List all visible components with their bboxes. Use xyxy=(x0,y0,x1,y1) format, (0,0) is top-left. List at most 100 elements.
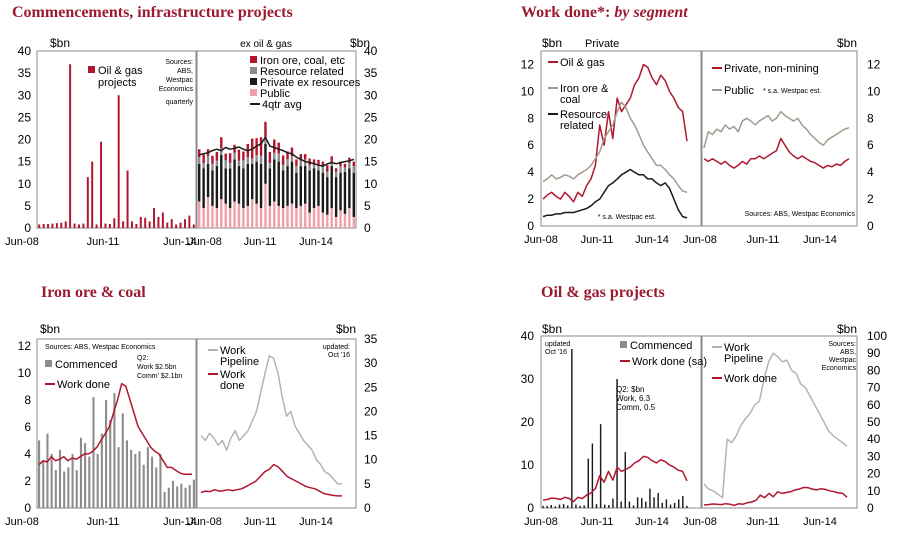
p4-left-bar-8 xyxy=(575,504,577,508)
p1-left-bar-19 xyxy=(122,221,125,228)
p1-right-bar-s2-32 xyxy=(339,172,342,211)
p1-left-bar-2 xyxy=(47,224,50,228)
p3-left-bar-5 xyxy=(58,449,62,508)
p3-right-legend-1-label2: done xyxy=(220,380,244,392)
p4-left-bar-31 xyxy=(669,504,672,508)
p1-right-bar-s0-22 xyxy=(295,159,298,167)
p3-left-bar-7 xyxy=(67,467,70,508)
p2-right-ytick-2: 4 xyxy=(867,165,874,179)
p1-right-bar-s3-33 xyxy=(343,213,347,228)
p4-left-bar-18 xyxy=(616,379,618,508)
p1-right-legend-2-label: Private ex resources xyxy=(260,77,361,89)
p3-left-ytick-6: 12 xyxy=(18,339,32,353)
p1-left-bar-24 xyxy=(144,217,147,228)
p2-left-legend-0-label: Oil & gas xyxy=(560,57,605,69)
p1-right-bar-s1-18 xyxy=(277,153,280,162)
p2-right-line-0 xyxy=(703,137,850,169)
p3-left-bar-34 xyxy=(180,483,183,508)
p1-left-legend-label2: projects xyxy=(98,77,137,89)
p3-right-ytick-0: 0 xyxy=(364,501,371,515)
p1-right-bar-s1-1 xyxy=(202,162,205,169)
p1-right-bar-s0-7 xyxy=(228,153,232,163)
p1-right-bar-s1-2 xyxy=(206,155,210,164)
p2-right-ylabel: $bn xyxy=(837,36,857,50)
p1-right-bar-s0-20 xyxy=(286,151,289,160)
p1-right-legend-3-swatch xyxy=(250,89,257,96)
p3-left-bar-33 xyxy=(176,486,179,508)
p1-right-bar-s1-20 xyxy=(286,159,289,167)
p1-right-bar-s1-7 xyxy=(228,162,232,169)
p4-left-bar-2 xyxy=(550,504,552,508)
p1-right-bar-s0-14 xyxy=(259,137,263,156)
p1-right-bar-s3-11 xyxy=(246,205,250,228)
p2-right-legend-0-label: Private, non-mining xyxy=(724,63,819,75)
p1-left-bar-9 xyxy=(77,224,80,228)
p4-right-ytick-9: 90 xyxy=(867,346,881,360)
p1-right-legend-1-swatch xyxy=(250,67,257,74)
p4-left-bar-22 xyxy=(632,505,635,508)
p4-left-note-1: Oct '16 xyxy=(545,349,567,356)
p1-right-bar-s2-2 xyxy=(206,163,210,198)
p1-left-bar-29 xyxy=(166,222,169,228)
p1-right-bar-s0-23 xyxy=(299,154,303,161)
p1-right-bar-s3-26 xyxy=(312,208,316,228)
p4-left-bar-32 xyxy=(673,502,676,508)
p3-right-ylabel: $bn xyxy=(336,322,356,336)
p2-left-legend-1-label: Iron ore & xyxy=(560,83,609,95)
p1-right-bar-s2-9 xyxy=(237,166,241,204)
p1-right-bar-s2-34 xyxy=(348,168,351,209)
p4-left-bar-15 xyxy=(604,504,606,508)
p1-left-bar-0 xyxy=(38,224,41,228)
p3-left-xtick-2: Jun-14 xyxy=(163,516,197,528)
p1-right-bar-s1-15 xyxy=(264,137,267,144)
p1-right-bar-s1-33 xyxy=(343,167,347,172)
p3-left-legend-0-swatch xyxy=(45,360,52,367)
p1-right-bar-s2-5 xyxy=(220,154,223,200)
p1-left-bar-21 xyxy=(130,221,133,228)
p3-left-bar-3 xyxy=(50,453,53,508)
p4-left-bar-14 xyxy=(599,424,602,508)
p1-right-bar-s2-17 xyxy=(273,159,276,202)
p1-right-bar-s1-0 xyxy=(197,157,201,164)
p3-left-ytick-3: 6 xyxy=(24,420,31,434)
p1-left-ytick-8: 40 xyxy=(18,44,32,58)
p2-right-note: Sources: ABS, Westpac Economics xyxy=(745,211,856,218)
p1-right-ytick-4: 20 xyxy=(364,133,378,147)
chart-title-commencements: Commencements, infrastructure projects xyxy=(12,4,293,21)
p1-left-xtick-1: Jun-11 xyxy=(87,236,120,248)
p4-left-xtick-2: Jun-14 xyxy=(635,516,669,528)
p1-right-ylabel: $bn xyxy=(350,36,370,50)
p1-right-bar-s3-25 xyxy=(308,212,311,228)
p1-right-bar-s3-8 xyxy=(233,201,236,228)
p3-left-annot-0: Q2: xyxy=(137,355,148,362)
p1-right-bar-s0-33 xyxy=(343,163,347,168)
p3-left-ylabel: $bn xyxy=(40,322,60,336)
p4-right-legend-1-label: Work done xyxy=(724,373,777,385)
p3-right-ytick-1: 5 xyxy=(364,477,371,491)
p4-left-bar-25 xyxy=(645,501,647,508)
p1-right-bar-s1-16 xyxy=(268,162,272,169)
p1-right-bar-s2-25 xyxy=(308,170,311,213)
p1-right-xtick-2: Jun-14 xyxy=(299,236,333,248)
p4-right-ytick-4: 40 xyxy=(867,432,881,446)
p1-right-bar-s1-6 xyxy=(224,160,227,169)
p3-left-bar-8 xyxy=(71,453,74,508)
p1-left-note-3: Economics xyxy=(159,86,194,93)
p1-right-legend-line-label: 4qtr avg xyxy=(262,99,302,111)
p1-right-bar-s3-22 xyxy=(295,208,298,228)
p1-right-bar-s0-10 xyxy=(242,151,245,161)
p1-right-bar-s3-0 xyxy=(197,201,201,228)
p1-right-bar-s1-14 xyxy=(259,155,263,164)
p1-right-ytick-0: 0 xyxy=(364,221,371,235)
p4-right-frame xyxy=(701,335,858,509)
p1-right-bar-s1-35 xyxy=(352,166,356,173)
p3-right-legend-0-label: Work xyxy=(220,345,246,357)
p1-right-bar-s2-23 xyxy=(299,166,303,206)
p4-right-pipeline-line xyxy=(703,352,848,499)
p1-right-bar-s0-19 xyxy=(281,155,285,166)
p3-left-note: Sources: ABS, Westpac Economics xyxy=(45,344,156,351)
p2-left-ytick-0: 0 xyxy=(527,219,534,233)
p1-right-bar-s1-11 xyxy=(246,157,250,164)
p4-left-bar-12 xyxy=(591,443,594,508)
